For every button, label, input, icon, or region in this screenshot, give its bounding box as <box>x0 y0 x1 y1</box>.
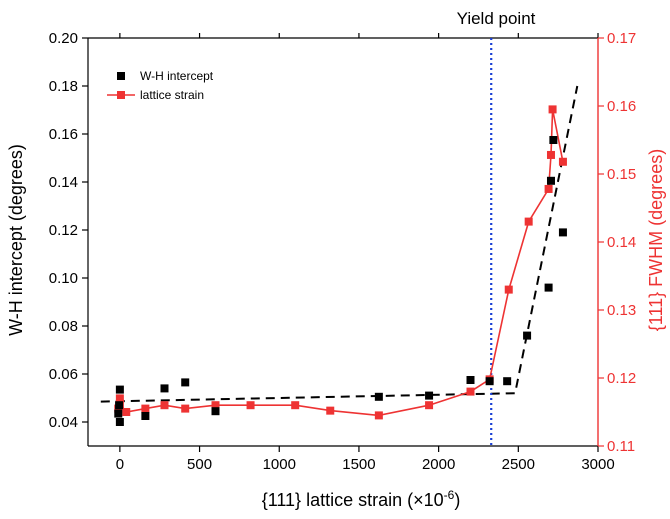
yield-point-annotation: Yield point <box>457 9 536 28</box>
wh-intercept-point <box>466 376 475 384</box>
lattice-strain-point <box>466 387 475 396</box>
lattice-strain-point <box>141 404 150 413</box>
wh-intercept-point <box>115 385 124 394</box>
legend-marker-wh <box>117 72 125 80</box>
series-line-lattice-strain <box>117 109 564 417</box>
y-right-tick-label: 0.11 <box>607 438 635 455</box>
lattice-strain-point <box>115 394 124 403</box>
lattice-strain-point <box>160 401 169 410</box>
y-left-tick-label: 0.08 <box>49 318 78 335</box>
wh-intercept-point <box>544 283 553 292</box>
y-left-tick-label: 0.10 <box>49 270 78 287</box>
lattice-strain-point <box>291 401 300 410</box>
y-left-tick-label: 0.04 <box>49 414 78 431</box>
legend: W-H intercept lattice strain <box>107 69 214 102</box>
tick-labels: 0 500 1000 1500 2000 2500 3000 0.04 0.06 0.08 0.10… <box>49 30 636 473</box>
lattice-strain-point <box>122 408 131 416</box>
x-tick-label: 1500 <box>342 456 375 473</box>
x-tick-label: 1000 <box>263 456 296 473</box>
lattice-strain-point <box>548 105 557 114</box>
y-left-tick-label: 0.12 <box>49 222 78 239</box>
axis-ticks <box>82 33 604 452</box>
y-left-tick-label: 0.14 <box>49 174 78 191</box>
y-left-tick-label: 0.20 <box>49 30 78 47</box>
wh-intercept-point <box>160 384 169 393</box>
lattice-strain-point <box>546 150 555 159</box>
y-left-tick-label: 0.06 <box>49 366 78 383</box>
wh-intercept-point <box>523 331 532 340</box>
x-tick-label: 3000 <box>581 456 614 473</box>
wh-intercept-point <box>503 377 512 386</box>
trend-line-path <box>100 85 579 403</box>
wh-intercept-point <box>546 176 555 185</box>
x-axis-title-main: {111} lattice strain (×10 <box>262 490 444 510</box>
lattice-strain-point <box>504 285 513 294</box>
wh-intercept-point <box>115 418 124 426</box>
lattice-strain-point <box>211 401 220 410</box>
wh-intercept-point <box>549 136 558 144</box>
y-left-axis-title: W-H intercept (degrees) <box>6 144 26 336</box>
wh-intercept-point <box>114 409 123 418</box>
series-layer <box>114 105 567 426</box>
x-tick-label: 0 <box>116 456 124 473</box>
y-right-tick-label: 0.12 <box>607 370 636 387</box>
y-left-tick-label: 0.18 <box>49 78 78 95</box>
lattice-strain-point <box>524 217 533 226</box>
wh-intercept-point <box>181 378 190 387</box>
legend-label-lattice: lattice strain <box>140 88 204 102</box>
wh-intercept-point <box>141 412 150 420</box>
x-axis-title-end: ) <box>454 490 460 510</box>
legend-label-wh: W-H intercept <box>140 69 214 83</box>
lattice-strain-point <box>246 401 255 410</box>
wh-intercept-point <box>115 401 124 410</box>
x-tick-label: 500 <box>187 456 212 473</box>
lattice-strain-point <box>544 184 553 193</box>
lattice-strain-point <box>558 157 567 166</box>
lattice-strain-point <box>181 404 190 413</box>
wh-intercept-point <box>425 391 434 400</box>
wh-intercept-point <box>558 228 567 237</box>
y-right-tick-label: 0.17 <box>607 30 636 47</box>
y-right-tick-label: 0.13 <box>607 302 636 319</box>
x-tick-label: 2500 <box>502 456 535 473</box>
x-axis-title-sup: -6 <box>444 488 455 502</box>
wh-intercept-point <box>374 392 383 401</box>
x-tick-label: 2000 <box>422 456 455 473</box>
y-right-tick-label: 0.14 <box>607 234 636 251</box>
y-left-tick-label: 0.16 <box>49 126 78 143</box>
y-right-tick-label: 0.15 <box>607 166 636 183</box>
lattice-strain-point <box>425 401 434 410</box>
y-right-axis-title: {111} FWHM (degrees) <box>646 149 666 331</box>
wh-intercept-point <box>211 407 220 416</box>
lattice-strain-point <box>374 411 383 420</box>
wh-intercept-point <box>485 377 494 386</box>
lattice-strain-point <box>326 406 335 415</box>
trend-line <box>100 85 579 403</box>
legend-marker-lattice <box>117 91 125 99</box>
x-axis-title: {111} lattice strain (×10-6) <box>262 488 461 510</box>
y-right-tick-label: 0.16 <box>607 98 636 115</box>
